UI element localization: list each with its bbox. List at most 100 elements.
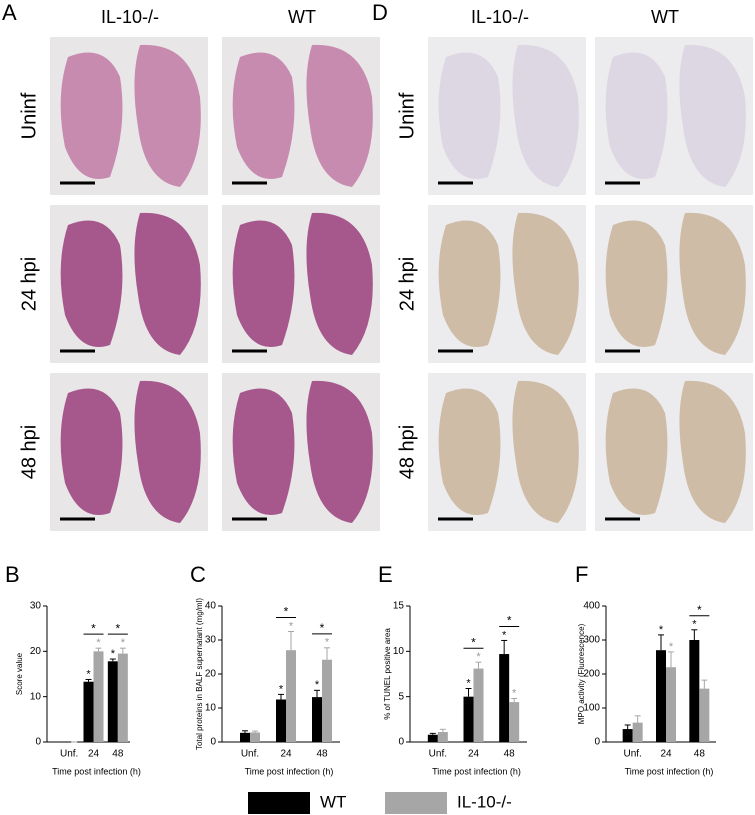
lung-lobe [438,220,501,347]
bar [322,659,332,742]
panel-letter: A [2,0,17,25]
bracket-star: * [91,621,96,635]
lung-lobe [232,388,295,515]
row-label: Uninf [396,92,418,139]
y-axis-label: MPO activity (Fluorescence) [577,623,586,724]
significance-star: * [111,648,116,660]
significance-star: * [659,624,664,636]
legend-label: IL-10-/- [457,792,512,811]
y-tick-label: 300 [583,635,600,646]
bar [117,653,128,742]
y-tick-label: 10 [30,691,42,702]
lung-lobe [134,380,201,523]
lung-lobe [60,52,123,179]
bar [437,732,448,742]
significance-star: * [121,637,126,649]
bar [286,650,296,742]
y-tick-label: 20 [205,669,217,680]
significance-star: * [279,683,284,695]
legend-swatch [385,792,447,814]
column-header: WT [288,7,316,27]
significance-star: * [315,679,320,691]
significance-star: * [512,687,517,699]
row-label: 48 hpi [396,425,418,480]
bracket-star: * [115,621,120,635]
lung-lobe [512,380,579,523]
bracket-star: * [284,605,289,619]
tissue-image [595,373,753,531]
column-header: IL-10-/- [101,7,159,27]
bar [699,688,710,742]
significance-star: * [669,641,674,653]
panel-letter: E [378,562,393,587]
significance-star: * [466,677,471,689]
y-tick-label: 10 [205,703,217,714]
tissue-image [428,205,586,363]
x-axis-label: Time post infection (h) [625,766,714,776]
significance-star: * [502,629,507,641]
lung-lobe [306,380,373,523]
y-tick-label: 10 [393,646,405,657]
tissue-image [222,37,380,195]
y-tick-label: 20 [30,646,42,657]
bar [499,654,510,742]
y-tick-label: 5 [398,691,404,702]
bar [312,697,322,742]
x-tick-label: 24 [660,749,672,760]
x-tick-label: Unf. [623,749,641,760]
bar [632,722,643,742]
bar [509,702,520,742]
panel-letter: D [372,0,388,25]
significance-star: * [476,651,481,663]
lung-lobe [605,52,668,179]
lung-lobe [438,388,501,515]
significance-star: * [96,637,101,649]
x-tick-label: Unf. [241,749,259,760]
y-tick-label: 40 [205,601,217,612]
significance-star: * [86,668,91,680]
lung-lobe [134,212,201,355]
lung-lobe [60,388,123,515]
bar [656,650,666,742]
x-axis-label: Time post infection (h) [245,766,334,776]
lung-lobe [512,212,579,355]
bar [689,640,700,742]
x-tick-label: 48 [316,749,328,760]
row-label: Uninf [18,92,40,139]
bar [463,696,474,742]
lung-lobe [60,220,123,347]
x-tick-label: 24 [280,749,292,760]
panel-letter: F [575,562,588,587]
x-tick-label: Unf. [60,749,78,760]
y-axis-label: Score value [15,652,24,695]
lung-lobe [134,44,201,188]
y-tick-label: 30 [205,635,217,646]
bracket-star: * [507,614,512,628]
legend-swatch [248,792,310,814]
x-tick-label: Unf. [429,749,447,760]
bracket-star: * [320,621,325,635]
y-tick-label: 30 [30,601,42,612]
y-tick-label: 200 [583,669,600,680]
tissue-image [50,37,208,195]
lung-lobe [605,388,668,515]
lung-lobe [232,52,295,179]
column-header: IL-10-/- [471,7,529,27]
lung-lobe [306,212,373,355]
bar [622,729,633,742]
significance-star: * [692,619,697,631]
bar [240,732,250,742]
tissue-image [222,205,380,363]
y-tick-label: 0 [210,737,216,748]
x-axis-label: Time post infection (h) [52,766,141,776]
lung-lobe [438,52,501,179]
bracket-star: * [471,635,476,649]
legend-label: WT [320,792,346,811]
tissue-image [428,373,586,531]
y-tick-label: 15 [393,601,405,612]
bar [473,668,484,742]
y-tick-label: 0 [594,737,600,748]
bar [427,734,438,742]
significance-star: * [289,620,294,632]
